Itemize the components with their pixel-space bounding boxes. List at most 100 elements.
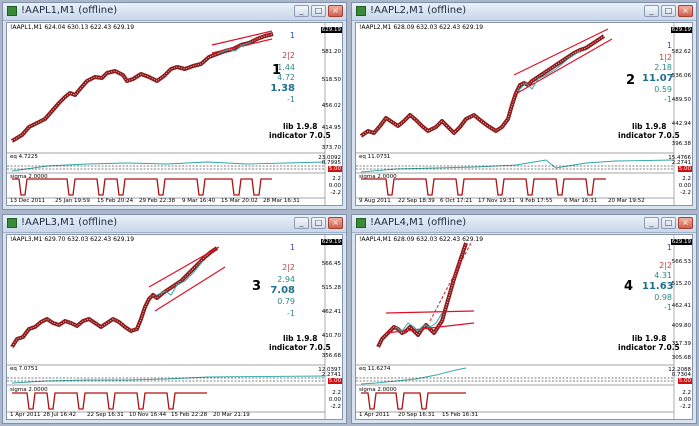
price-tick: 410.70 [321,333,341,339]
date-tick: 17 Nov 19:31 [478,198,516,204]
date-tick: 6 Oct 17:21 [440,198,473,204]
stat-value-highlight: 7.08 [270,285,295,296]
minimize-button[interactable]: _ [294,217,309,229]
chart-header-text: !AAPL4,M1 628.09 632.03 622.43 629.19 [359,236,484,243]
price-tick: 566.45 [321,261,341,267]
stat-value: 4.31 [654,271,672,280]
price-tick: 356.68 [321,353,341,359]
lib-version: lib 1.9.8 [283,122,318,131]
eq-pane-label: eq 11.6274 [359,366,391,372]
stat-value: 4.72 [277,73,295,82]
chart-number-label: 1 [272,63,282,78]
chart-area[interactable]: !AAPL1,M1 624.04 630.13 622.43 629.19 62… [6,22,343,206]
close-button[interactable]: × [678,5,693,17]
lib-version: lib 1.9.8 [632,334,667,343]
stat-value: 1 [666,243,672,252]
chart-header-text: !AAPL3,M1 629.70 632.03 622.43 629.19 [10,236,135,243]
date-tick: 15 Feb 20:24 [97,198,134,204]
window-titlebar[interactable]: !AAPL1,M1 (offline) _ □ × [3,3,346,21]
sigma-pane-label: sigma 2.0000 [359,387,397,393]
stat-value: 0.98 [654,293,672,302]
eq-pane-value: 2.2741 [671,160,691,166]
stat-value: 0.79 [277,297,295,306]
stat-value: 2|2 [282,263,295,272]
minimize-button[interactable]: _ [644,5,659,17]
maximize-button[interactable]: □ [311,5,326,17]
window-title: !AAPL1,M1 (offline) [21,5,118,16]
sigma-tick: 2.2 [332,390,341,396]
price-tick: 442.94 [671,121,691,127]
eq-pane-value: 0.7995 [321,160,341,166]
price-tick: 566.53 [671,259,691,265]
date-tick: 25 Jan 19:59 [55,198,90,204]
indicator-version: indicator 7.0.5 [269,343,331,352]
date-tick: 20 Mar 21:19 [213,412,250,418]
current-price-badge: 629.19 [320,239,342,245]
eq-pane-value: 2.2741 [321,372,341,378]
chart-number-label: 3 [252,279,262,294]
chart-window-1[interactable]: !AAPL1,M1 (offline) _ □ × !AAPL1,M1 624.04… [2,2,347,210]
close-button[interactable]: × [328,217,343,229]
date-tick: 22 Sep 16:31 [87,412,124,418]
date-tick: 15 Mar 20:02 [221,198,258,204]
maximize-button[interactable]: □ [311,217,326,229]
price-tick: 489.50 [671,97,691,103]
eq-level-badge: 5.00 [327,378,342,384]
chart-window-4[interactable]: !AAPL4,M1 (offline) _ □ × !AAPL4,M1 628.09… [351,214,697,424]
maximize-button[interactable]: □ [661,217,676,229]
sigma-tick: 2.2 [682,176,691,182]
sigma-tick: 0.00 [678,183,691,189]
eq-level-badge: 5.00 [677,378,692,384]
chart-area[interactable]: !AAPL2,M1 628.09 632.03 622.43 629.19 62… [355,22,693,206]
price-tick: 581.20 [321,49,341,55]
date-tick: 10 Nov 16:44 [129,412,167,418]
price-chart-svg [356,235,675,419]
window-titlebar[interactable]: !AAPL4,M1 (offline) _ □ × [352,215,696,233]
close-button[interactable]: × [328,5,343,17]
indicator-version: indicator 7.0.5 [618,343,680,352]
stat-value: -1 [664,95,672,104]
stat-value-highlight: 11.63 [642,281,674,292]
minimize-button[interactable]: _ [644,217,659,229]
maximize-button[interactable]: □ [661,5,676,17]
minimize-button[interactable]: _ [294,5,309,17]
chart-area[interactable]: !AAPL4,M1 628.09 632.03 622.43 629.19 62… [355,234,693,420]
date-tick: 28 Mar 16:31 [263,198,300,204]
chart-number-label: 4 [624,279,634,294]
chart-window-2[interactable]: !AAPL2,M1 (offline) _ □ × !AAPL2,M1 628.09… [351,2,697,210]
sigma-pane-label: sigma 2.0000 [10,174,48,180]
chart-window-3[interactable]: !AAPL3,M1 (offline) _ □ × !AAPL3,M1 629.70… [2,214,347,424]
stat-value: 1 [289,31,295,40]
date-tick: 9 Feb 17:55 [520,198,553,204]
price-chart-svg [7,23,326,205]
sigma-tick: -2.2 [680,190,691,196]
price-chart-svg [356,23,675,205]
eq-pane-value: 12.2088 [668,367,691,373]
stat-value: 1 [289,243,295,252]
chart-header-text: !AAPL2,M1 628.09 632.03 622.43 629.19 [359,24,484,31]
sigma-tick: 0.00 [678,397,691,403]
stat-value: -1 [287,95,295,104]
stat-value: 1.44 [277,63,295,72]
eq-level-badge: 5.00 [327,166,342,172]
chart-window-icon [356,218,366,228]
price-tick: 396.38 [671,141,691,147]
sigma-tick: 0.00 [328,397,341,403]
close-button[interactable]: × [678,217,693,229]
stat-value: 2|2 [282,51,295,60]
current-price-badge: 629.19 [670,27,692,33]
eq-pane-label: eq 4.7225 [10,154,38,160]
current-price-badge: 629.19 [670,239,692,245]
sigma-tick: -2.2 [680,404,691,410]
window-titlebar[interactable]: !AAPL3,M1 (offline) _ □ × [3,215,346,233]
stat-value-highlight: 11.07 [642,73,674,84]
chart-area[interactable]: !AAPL3,M1 629.70 632.03 622.43 629.19 62… [6,234,343,420]
stat-value: 1 [666,41,672,50]
stat-value: -1 [287,309,295,318]
indicator-version: indicator 7.0.5 [269,131,331,140]
sigma-pane-label: sigma 2.0000 [10,387,48,393]
eq-pane-label: eq 11.0731 [359,154,391,160]
stat-value: -1 [664,303,672,312]
window-titlebar[interactable]: !AAPL2,M1 (offline) _ □ × [352,3,696,21]
date-tick: 15 Feb 16:31 [442,412,479,418]
